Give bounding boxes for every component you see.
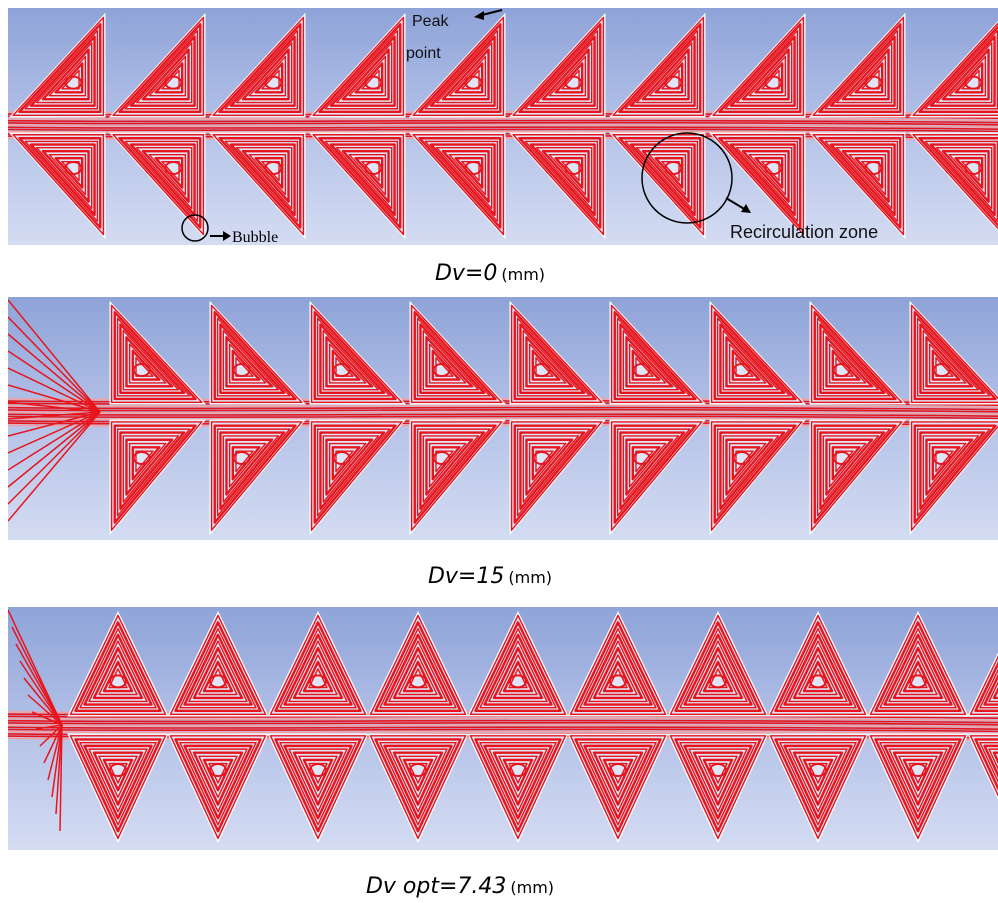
caption-label: Dv=0 — [435, 261, 497, 286]
figure: Peak point Bubble Recirculation zone Dv=… — [0, 0, 998, 903]
annotation: Peak — [412, 13, 449, 30]
annotation: Bubble — [232, 229, 278, 246]
panel — [0, 607, 998, 850]
annotation: Recirculation zone — [730, 222, 878, 242]
annotation: point — [406, 45, 441, 62]
panel — [0, 297, 998, 540]
page: {"annotations": {"peak_line1": "Peak", "… — [0, 0, 998, 903]
caption-unit: (mm) — [501, 265, 545, 284]
caption: Dv=0(mm) — [435, 261, 545, 286]
caption-label: Dv opt=7.43 — [366, 874, 506, 899]
caption: Dv=15(mm) — [428, 564, 552, 589]
caption: Dv opt=7.43(mm) — [366, 874, 554, 899]
caption-label: Dv=15 — [428, 564, 504, 589]
caption-unit: (mm) — [510, 878, 554, 897]
caption-unit: (mm) — [508, 568, 552, 587]
panel — [0, 8, 998, 245]
